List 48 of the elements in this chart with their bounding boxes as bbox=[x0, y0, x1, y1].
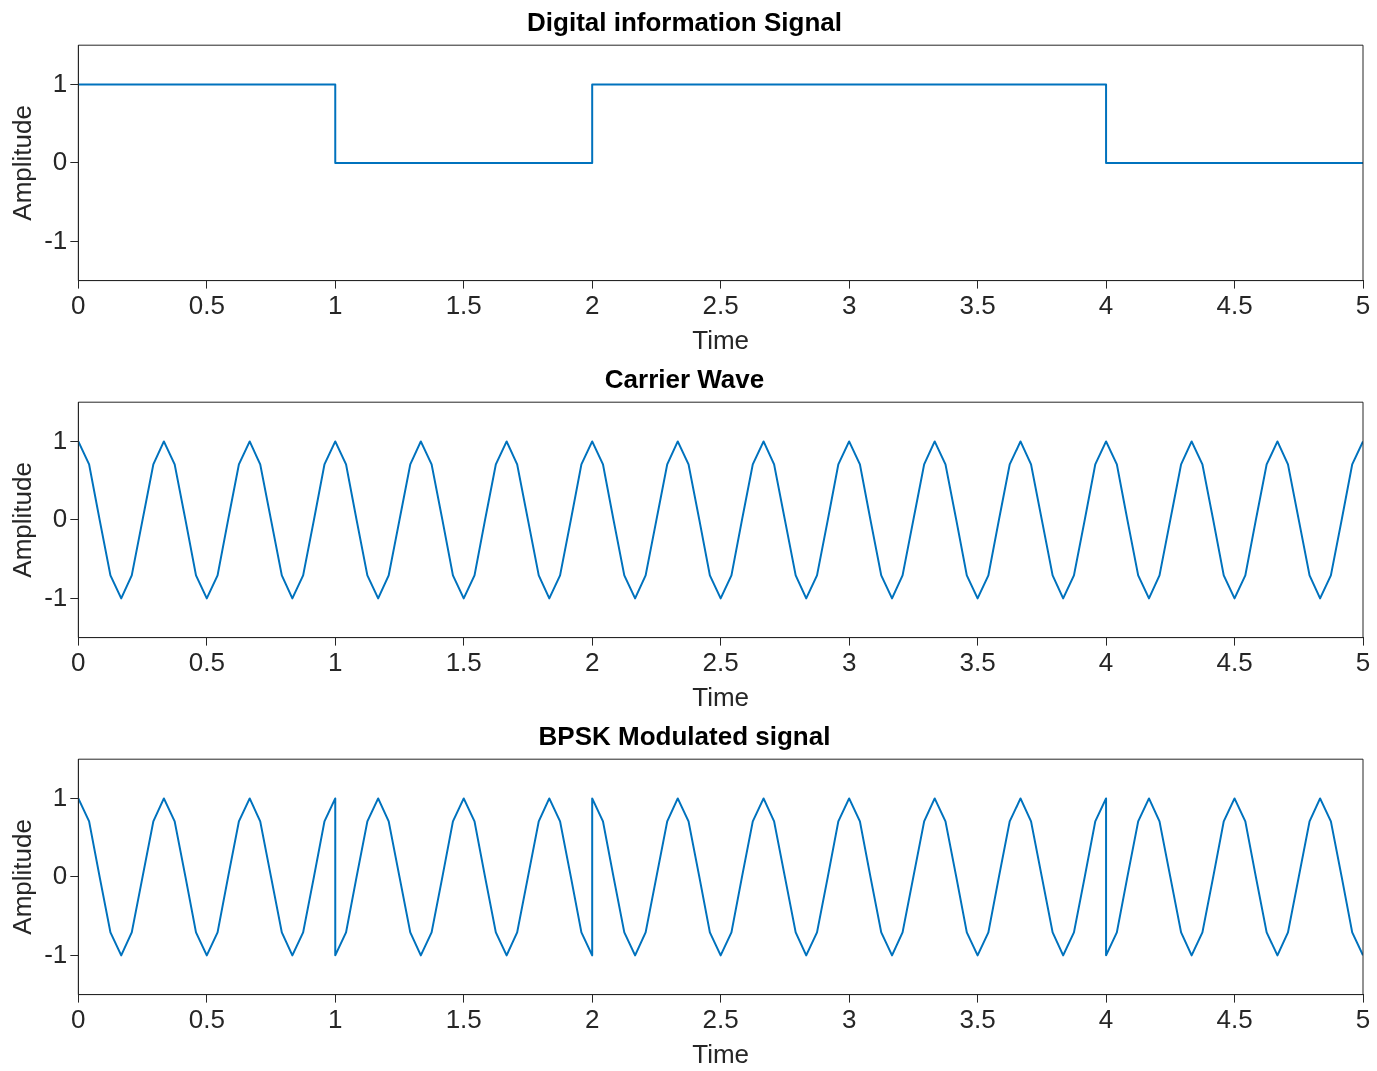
chart-title: Carrier Wave bbox=[604, 363, 765, 394]
x-tick-label: 5 bbox=[1355, 1004, 1371, 1035]
x-tick-label: 1 bbox=[328, 1004, 343, 1035]
x-axis-title: Time bbox=[692, 681, 750, 712]
y-tick-label: 0 bbox=[52, 503, 68, 534]
y-axis-title: Amplitude bbox=[6, 105, 37, 221]
x-axis-title: Time bbox=[692, 1038, 750, 1069]
x-tick-label: 5 bbox=[1355, 290, 1371, 321]
x-tick-label: 1 bbox=[328, 290, 343, 321]
x-tick-label: 5 bbox=[1355, 647, 1371, 678]
y-tick-label: 1 bbox=[52, 67, 68, 98]
x-tick-label: 0.5 bbox=[188, 1004, 225, 1035]
y-tick-label: 1 bbox=[52, 781, 68, 812]
y-tick-label: 0 bbox=[52, 860, 68, 891]
x-axis-title: Time bbox=[692, 324, 750, 355]
x-tick-label: 3.5 bbox=[959, 1004, 996, 1035]
x-tick-label: 2 bbox=[584, 647, 600, 678]
y-axis-title: Amplitude bbox=[6, 462, 37, 578]
x-tick-label: 3.5 bbox=[959, 647, 996, 678]
x-tick-label: 0.5 bbox=[188, 290, 225, 321]
y-tick-label: -1 bbox=[44, 938, 68, 969]
x-tick-label: 1.5 bbox=[445, 1004, 482, 1035]
x-tick-label: 4 bbox=[1098, 647, 1114, 678]
x-tick-label: 2.5 bbox=[702, 1004, 739, 1035]
x-tick-label: 4 bbox=[1098, 290, 1114, 321]
x-tick-label: 3.5 bbox=[959, 290, 996, 321]
x-tick-label: 4.5 bbox=[1216, 647, 1253, 678]
y-tick-label: -1 bbox=[44, 581, 68, 612]
x-tick-label: 4 bbox=[1098, 1004, 1114, 1035]
y-tick-label: 0 bbox=[52, 146, 68, 177]
x-tick-label: 1.5 bbox=[445, 647, 482, 678]
chart-title: Digital information Signal bbox=[527, 6, 842, 37]
y-axis-title: Amplitude bbox=[6, 819, 37, 935]
y-tick-label: 1 bbox=[52, 424, 68, 455]
x-tick-label: 4.5 bbox=[1216, 290, 1253, 321]
x-tick-label: 2.5 bbox=[702, 290, 739, 321]
x-tick-label: 2 bbox=[584, 1004, 600, 1035]
y-tick-label: -1 bbox=[44, 224, 68, 255]
x-tick-label: 1.5 bbox=[445, 290, 482, 321]
x-tick-label: 2 bbox=[584, 290, 600, 321]
x-tick-label: 2.5 bbox=[702, 647, 739, 678]
x-tick-label: 4.5 bbox=[1216, 1004, 1253, 1035]
chart-title: BPSK Modulated signal bbox=[538, 720, 831, 751]
x-tick-label: 3 bbox=[841, 647, 857, 678]
x-tick-label: 3 bbox=[841, 1004, 857, 1035]
x-tick-label: 3 bbox=[841, 290, 857, 321]
x-tick-label: 0.5 bbox=[188, 647, 225, 678]
x-tick-label: 1 bbox=[328, 647, 343, 678]
